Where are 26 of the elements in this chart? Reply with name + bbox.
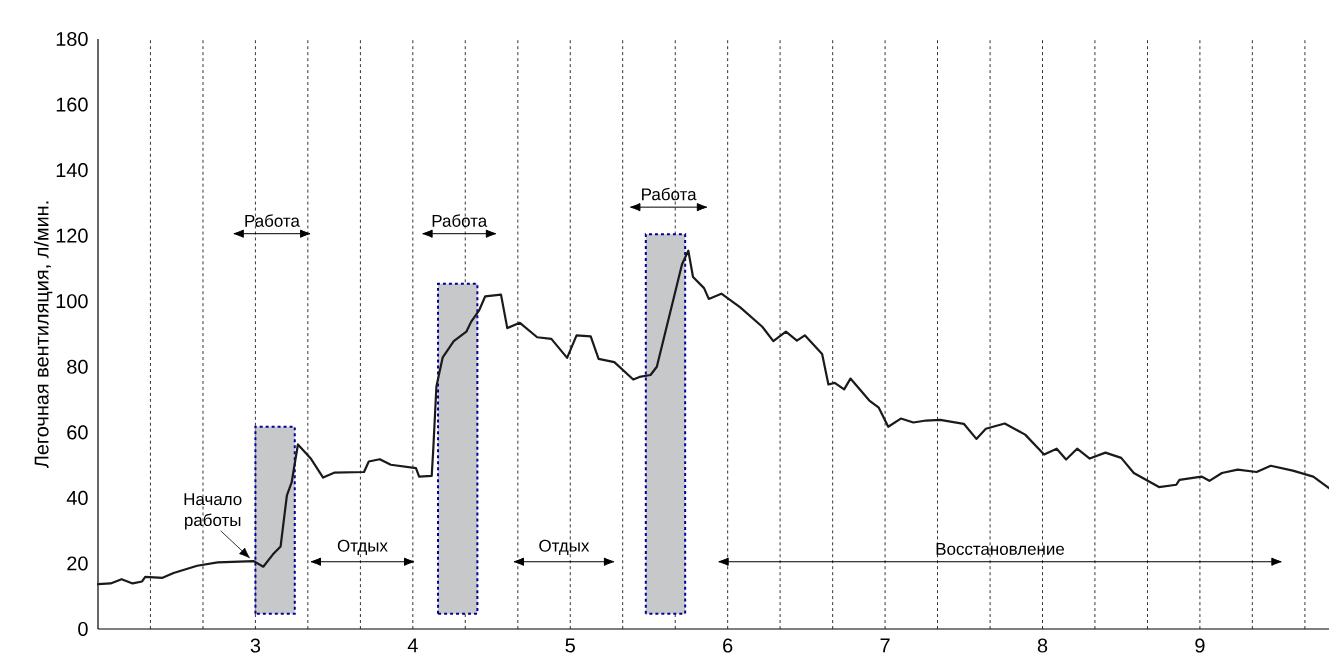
annotation: Работа — [432, 214, 488, 227]
y-axis-title: Легочная вентиляция, л/мин. — [33, 201, 53, 469]
x-tick-label: 3 — [250, 638, 261, 653]
y-tick-label: 140 — [56, 163, 88, 178]
y-tick-label: 120 — [56, 228, 88, 243]
y-tick-label: 20 — [67, 556, 88, 571]
x-tick-label: 6 — [723, 638, 733, 653]
x-tick-label: 7 — [880, 638, 890, 653]
y-tick-label: 0 — [78, 621, 88, 637]
x-tick-label: 4 — [407, 638, 418, 653]
x-tick-label: 8 — [1037, 638, 1048, 653]
y-tick-label: 60 — [67, 425, 88, 440]
x-tick-label: 5 — [565, 638, 575, 653]
y-tick-label: 180 — [56, 31, 88, 47]
annotation: Начало работы — [184, 493, 242, 530]
x-tick-label: 9 — [1195, 638, 1205, 653]
line-series — [96, 249, 1329, 586]
annotation: Работа — [245, 214, 300, 227]
annotation: Работа — [642, 187, 697, 201]
annotation: Восстановление — [936, 543, 1065, 555]
y-tick-label: 100 — [56, 294, 88, 309]
y-tick-label: 160 — [56, 97, 88, 112]
y-tick-label: 40 — [66, 490, 88, 505]
y-tick-label: 80 — [67, 359, 88, 374]
annotation: Отдых — [337, 539, 388, 555]
annotation: Отдых — [539, 539, 590, 555]
